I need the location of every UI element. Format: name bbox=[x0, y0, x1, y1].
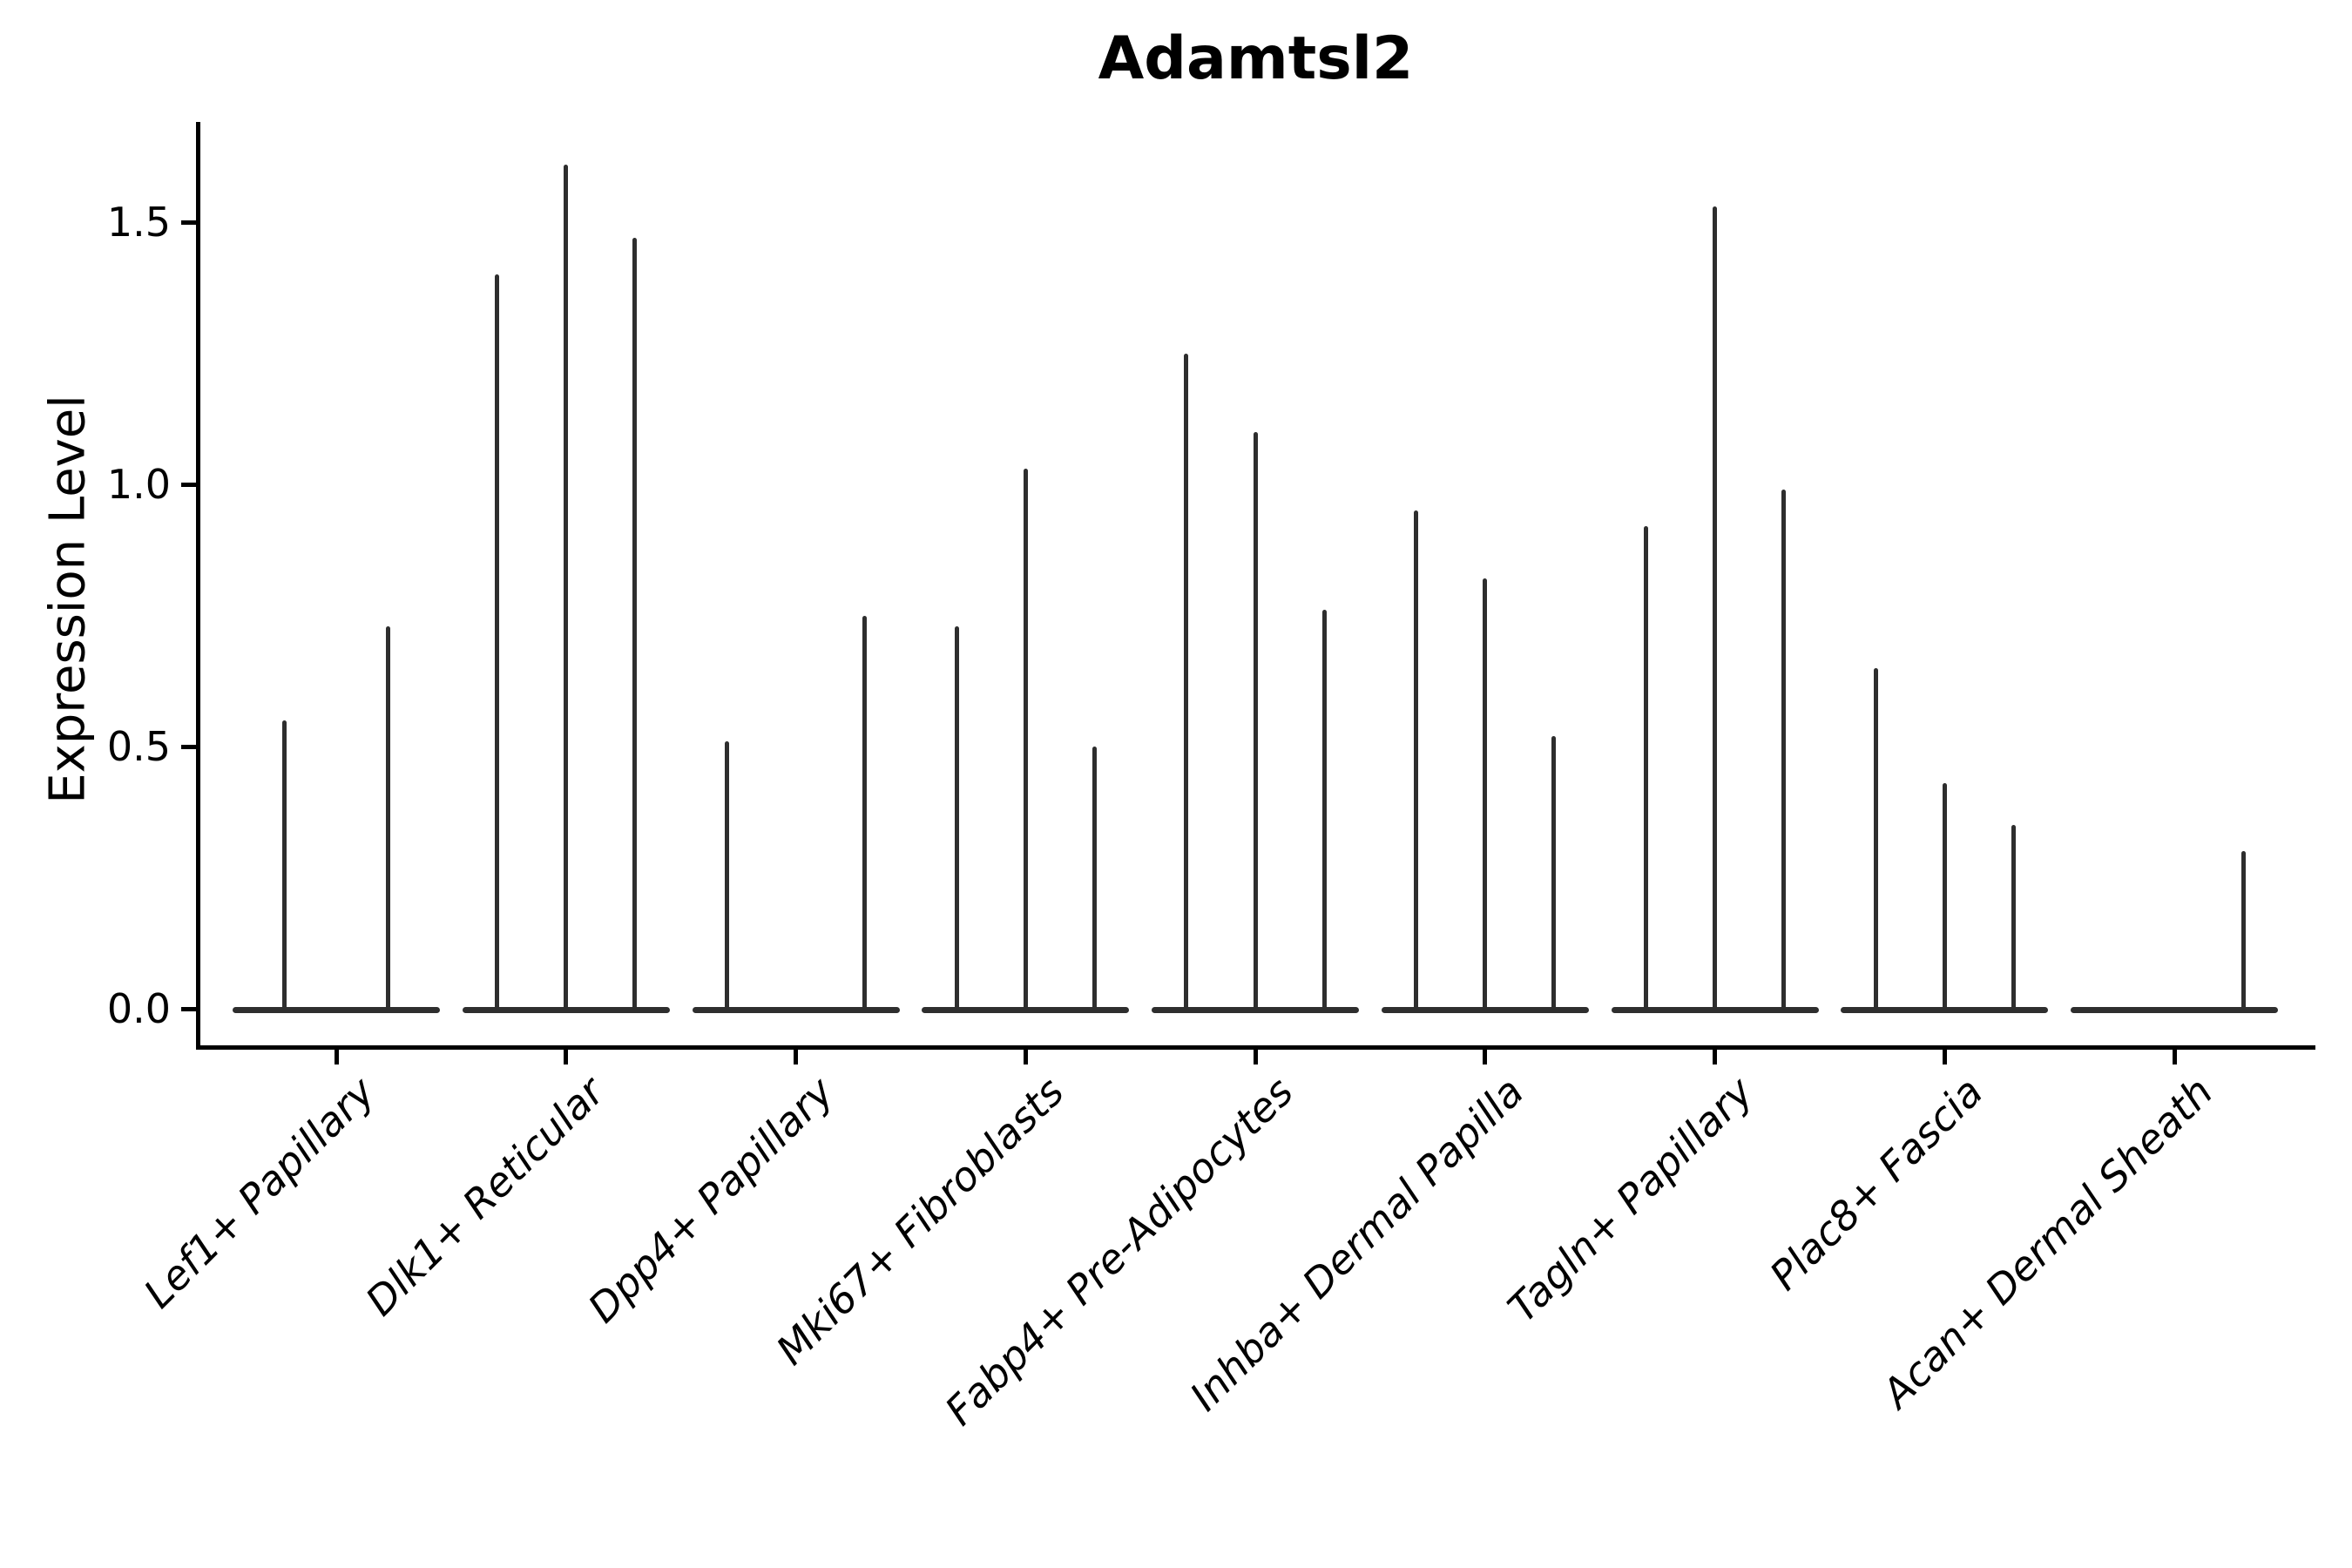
x-category-label: Tagln+ Papillary bbox=[1498, 1068, 1762, 1332]
violin-spike bbox=[862, 615, 868, 1013]
y-tick-label: 0.5 bbox=[106, 723, 171, 770]
violin-spike bbox=[1483, 578, 1488, 1013]
x-category-label: Dpp4+ Papillary bbox=[579, 1068, 843, 1332]
violin-spike bbox=[1321, 610, 1327, 1013]
violin-baseline bbox=[2071, 1007, 2278, 1013]
x-tick-mark bbox=[1253, 1050, 1258, 1064]
violin-spike bbox=[1184, 353, 1189, 1013]
x-tick-mark bbox=[1023, 1050, 1028, 1064]
violin-spike bbox=[1873, 667, 1878, 1013]
violin-spike bbox=[564, 164, 569, 1013]
x-tick-mark bbox=[334, 1050, 339, 1064]
x-category-label: Lef1+ Papillary bbox=[134, 1068, 384, 1317]
y-tick-label: 0.0 bbox=[106, 985, 171, 1032]
violin-spike bbox=[282, 720, 287, 1013]
violin-spike bbox=[1551, 735, 1557, 1013]
x-tick-mark bbox=[564, 1050, 569, 1064]
violin-baseline bbox=[233, 1007, 440, 1013]
violin-spike bbox=[954, 625, 959, 1013]
x-tick-mark bbox=[794, 1050, 798, 1064]
x-category-label: Plac8+ Fascia bbox=[1761, 1068, 1992, 1300]
x-tick-mark bbox=[1483, 1050, 1488, 1064]
violin-spike bbox=[632, 238, 638, 1013]
violin-spike bbox=[1253, 431, 1258, 1013]
x-category-label: Dlk1+ Reticular bbox=[356, 1068, 613, 1325]
violin-spike bbox=[1092, 747, 1097, 1013]
violin-spike bbox=[2240, 851, 2246, 1013]
violin-spike bbox=[1643, 526, 1648, 1013]
violin-spike bbox=[1781, 490, 1787, 1013]
violin-baseline bbox=[692, 1007, 900, 1013]
y-tick-mark bbox=[181, 482, 198, 487]
y-tick-mark bbox=[181, 744, 198, 749]
violin-spike bbox=[1942, 783, 1947, 1013]
violin-spike bbox=[1414, 510, 1419, 1013]
plot-title: Adamtsl2 bbox=[1098, 24, 1414, 93]
y-tick-mark bbox=[181, 1006, 198, 1011]
violin-spike bbox=[2011, 825, 2016, 1013]
x-tick-mark bbox=[2172, 1050, 2177, 1064]
y-axis-line bbox=[196, 122, 200, 1050]
violin-spike bbox=[495, 274, 500, 1013]
violin-spike bbox=[1713, 206, 1717, 1013]
y-tick-label: 1.5 bbox=[106, 199, 171, 246]
x-axis-line bbox=[196, 1045, 2315, 1050]
y-tick-mark bbox=[181, 220, 198, 225]
violin-spike bbox=[724, 740, 729, 1013]
x-tick-mark bbox=[1942, 1050, 1947, 1064]
violin-spike bbox=[385, 625, 390, 1013]
y-tick-label: 1.0 bbox=[106, 461, 171, 508]
x-tick-mark bbox=[1713, 1050, 1717, 1064]
violin-spike bbox=[1023, 468, 1028, 1013]
